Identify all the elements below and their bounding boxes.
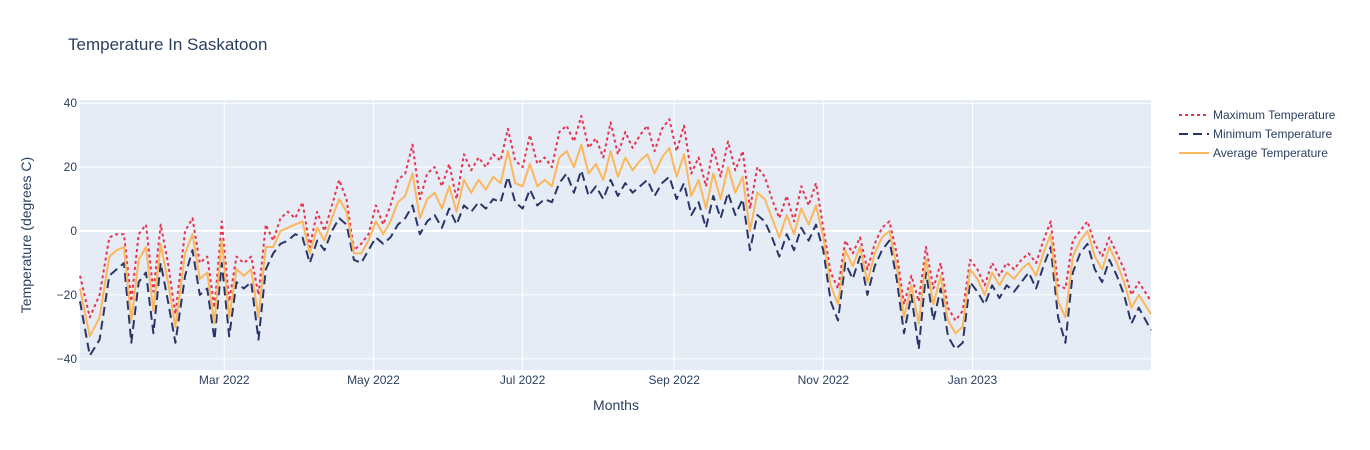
x-tick-label: Sep 2022 (648, 373, 700, 387)
series-line-average-temperature (79, 143, 1152, 338)
y-tick-label: −20 (57, 288, 78, 302)
x-tick-label: Jul 2022 (500, 373, 546, 387)
x-tick-labels: Mar 2022 May 2022 Jul 2022 Sep 2022 Nov 2022… (199, 373, 998, 387)
y-tick-labels: 40 20 0 −20 −40 (57, 96, 78, 366)
x-tick-label: Mar 2022 (199, 373, 250, 387)
series-line-minimum-temperature (79, 169, 1152, 357)
x-tick-label: Nov 2022 (798, 373, 850, 387)
legend[interactable]: Maximum Temperature Minimum Temperature Av… (1179, 108, 1336, 160)
legend-item-label[interactable]: Average Temperature (1213, 146, 1328, 160)
chart-title: Temperature In Saskatoon (68, 35, 267, 54)
series-line-maximum-temperature (79, 115, 1152, 322)
y-tick-label: 0 (70, 224, 77, 238)
x-tick-label: Jan 2023 (948, 373, 998, 387)
x-axis-title: Months (593, 397, 639, 413)
y-tick-label: −40 (57, 352, 78, 366)
y-tick-label: 40 (64, 96, 78, 110)
y-tick-label: 20 (64, 160, 78, 174)
y-axis-title: Temperature (degrees C) (18, 157, 34, 313)
legend-item-label[interactable]: Minimum Temperature (1213, 127, 1332, 141)
legend-item-label[interactable]: Maximum Temperature (1213, 108, 1336, 122)
x-tick-label: May 2022 (347, 373, 400, 387)
series-lines (79, 115, 1152, 357)
